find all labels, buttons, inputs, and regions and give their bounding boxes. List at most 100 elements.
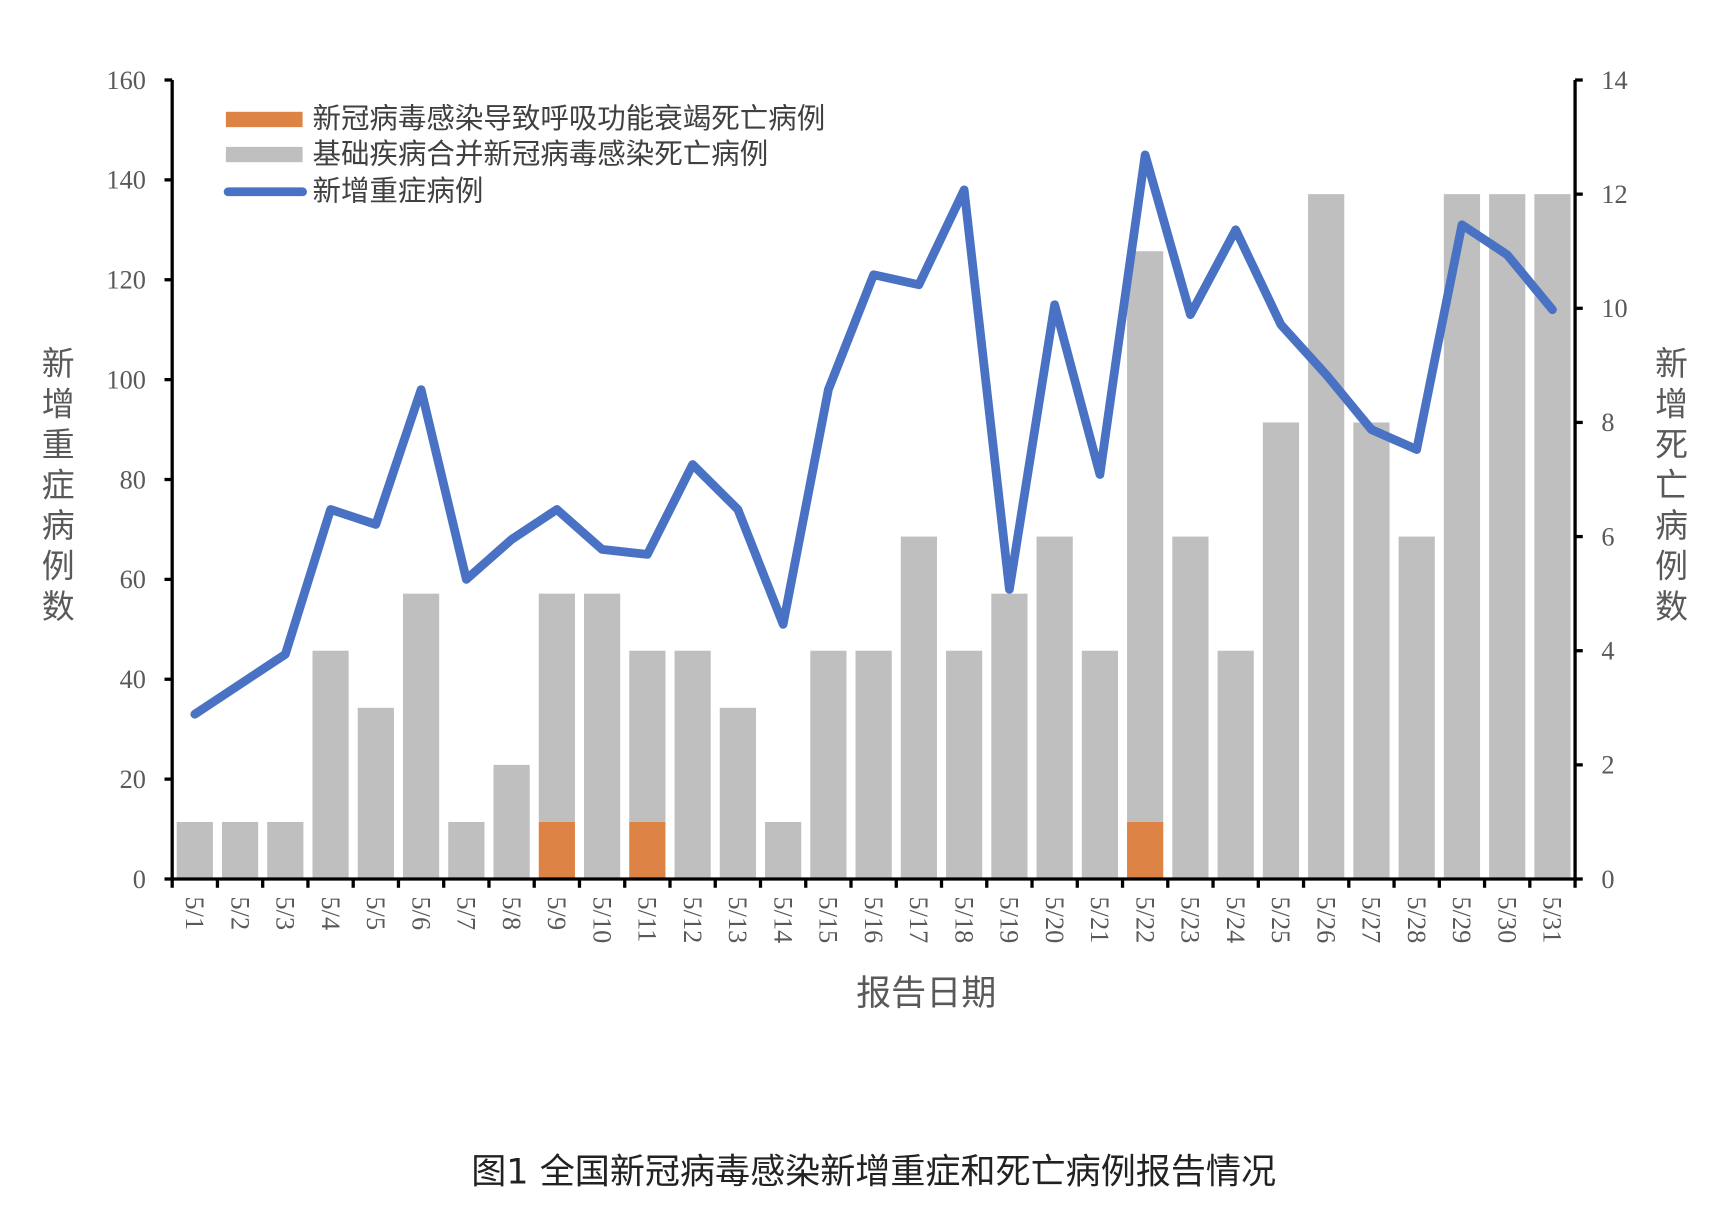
x-tick-label: 5/13	[723, 897, 752, 944]
x-tick-label: 5/4	[316, 897, 345, 931]
x-tick-label: 5/30	[1492, 897, 1521, 944]
y-tick-label: 40	[120, 665, 146, 694]
bar-underlying-disease	[176, 821, 213, 880]
y2-axis-label-char: 死	[1655, 425, 1688, 464]
bar-underlying-disease	[312, 650, 349, 880]
x-tick-label: 5/27	[1357, 897, 1386, 944]
y2-axis-label-char: 亡	[1655, 465, 1688, 504]
bar-underlying-disease	[1081, 650, 1119, 880]
x-tick-label: 5/8	[497, 897, 526, 931]
y-tick-label: 100	[106, 365, 145, 394]
x-tick-label: 5/10	[587, 897, 616, 944]
bar-underlying-disease	[900, 536, 937, 880]
chart-caption: 图1 全国新冠病毒感染新增重症和死亡病例报告情况	[471, 1152, 1276, 1193]
x-tick-label: 5/5	[361, 897, 390, 931]
y-tick-label: 160	[106, 66, 145, 95]
x-tick-label: 5/29	[1447, 897, 1476, 944]
x-tick-label: 5/16	[859, 897, 888, 944]
bar-underlying-disease	[946, 650, 983, 880]
bar-underlying-disease	[991, 593, 1028, 880]
y2-tick-label: 4	[1601, 636, 1614, 665]
bar-respiratory-failure	[538, 821, 575, 880]
bar-underlying-disease	[629, 650, 666, 822]
legend-label: 新冠病毒感染导致呼吸功能衰竭死亡病例	[312, 102, 825, 135]
bar-underlying-disease	[1443, 194, 1481, 880]
bar-underlying-disease	[221, 821, 259, 880]
x-axis-label: 报告日期	[856, 973, 996, 1014]
x-tick-label: 5/17	[904, 897, 933, 944]
bar-underlying-disease	[1398, 536, 1435, 880]
x-tick-label: 5/18	[949, 897, 978, 944]
bar-underlying-disease	[493, 764, 530, 880]
bar-underlying-disease	[584, 593, 621, 880]
y2-axis-label-char: 病	[1655, 506, 1688, 545]
bar-underlying-disease	[1353, 422, 1390, 880]
bar-underlying-disease	[1489, 194, 1526, 880]
x-tick-label: 5/6	[406, 897, 435, 931]
x-tick-label: 5/3	[271, 897, 300, 931]
y-tick-label: 20	[120, 765, 146, 794]
bar-underlying-disease	[448, 821, 485, 880]
y-axis-label-char: 新	[42, 344, 75, 383]
y-tick-label: 0	[133, 865, 146, 894]
y2-tick-label: 14	[1601, 66, 1627, 95]
x-tick-label: 5/20	[1040, 897, 1069, 944]
y-tick-label: 120	[106, 266, 145, 295]
bar-underlying-disease	[719, 707, 756, 880]
y-axis-label-char: 症	[42, 465, 75, 504]
y-tick-label: 80	[120, 465, 146, 494]
y-axis-label-char: 病	[42, 506, 75, 545]
legend-swatch-respiratory-failure	[225, 111, 303, 128]
y2-axis-label-char: 数	[1655, 587, 1688, 626]
bar-underlying-disease	[1127, 251, 1164, 822]
y2-tick-label: 8	[1601, 408, 1614, 437]
x-tick-label: 5/28	[1402, 897, 1431, 944]
bar-underlying-disease	[402, 593, 440, 880]
bar-underlying-disease	[855, 650, 892, 880]
x-tick-label: 5/11	[633, 897, 662, 943]
bar-underlying-disease	[1036, 536, 1073, 880]
x-tick-label: 5/12	[678, 897, 707, 944]
x-tick-label: 5/23	[1176, 897, 1205, 944]
bar-underlying-disease	[1172, 536, 1209, 880]
y2-tick-label: 12	[1601, 180, 1627, 209]
legend-label: 基础疾病合并新冠病毒感染死亡病例	[312, 137, 768, 170]
y-axis-label-char: 数	[42, 587, 75, 626]
bar-underlying-disease	[674, 650, 711, 880]
bars	[176, 194, 1571, 880]
x-tick-label: 5/1	[180, 897, 209, 931]
bar-underlying-disease	[810, 650, 847, 880]
x-tick-label: 5/31	[1538, 897, 1567, 944]
bar-underlying-disease	[1308, 194, 1345, 880]
x-tick-label: 5/22	[1130, 897, 1159, 944]
bar-underlying-disease	[1262, 422, 1300, 880]
x-tick-label: 5/7	[452, 897, 481, 931]
x-tick-label: 5/25	[1266, 897, 1295, 944]
y2-axis-label-char: 新	[1655, 344, 1688, 383]
y2-tick-label: 10	[1601, 294, 1627, 323]
x-tick-label: 5/2	[225, 897, 254, 931]
y2-axis-label-char: 增	[1655, 384, 1688, 423]
x-tick-label: 5/21	[1085, 897, 1114, 944]
bar-underlying-disease	[357, 707, 394, 880]
x-tick-label: 5/24	[1221, 897, 1250, 944]
x-tick-label: 5/15	[814, 897, 843, 944]
y-axis-label-char: 例	[42, 547, 75, 586]
legend-swatch-underlying-disease	[225, 146, 303, 163]
line-series	[190, 150, 1557, 719]
bar-respiratory-failure	[629, 821, 666, 880]
x-tick-label: 5/9	[542, 897, 571, 931]
y-axis-label-char: 增	[42, 384, 75, 423]
axes: 0 20 40 60 80 100 120 140 160 0 2 4 6 8 10 12 14 5/1 5/2 5/…	[106, 66, 1627, 944]
y2-tick-label: 0	[1601, 865, 1614, 894]
bar-respiratory-failure	[1127, 821, 1164, 880]
line-severe-cases	[190, 150, 1557, 719]
bar-underlying-disease	[1217, 650, 1254, 880]
y2-axis-label-char: 例	[1655, 547, 1688, 586]
x-tick-label: 5/26	[1311, 897, 1340, 944]
bar-underlying-disease	[765, 821, 802, 880]
